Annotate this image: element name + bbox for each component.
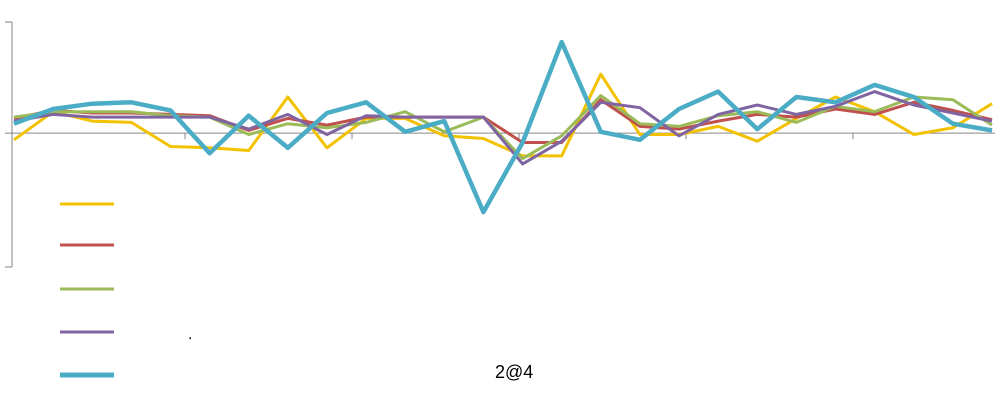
series-line-4 — [13, 90, 993, 166]
annotation-code: 2@4 — [495, 362, 534, 382]
legend — [60, 202, 114, 378]
series-line-5 — [13, 39, 993, 215]
series-line-3 — [13, 94, 993, 161]
chart-axes — [5, 21, 995, 268]
series-lines — [13, 39, 993, 215]
annotation-dot: . — [188, 326, 193, 343]
